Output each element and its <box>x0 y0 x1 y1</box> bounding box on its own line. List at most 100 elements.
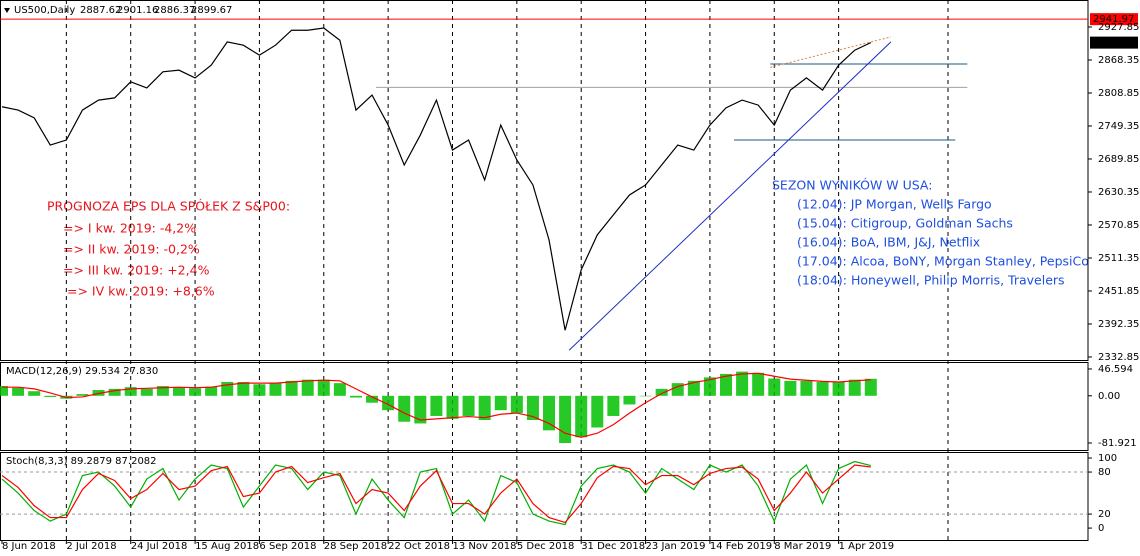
menu-arrow <box>4 8 10 13</box>
histogram-bar <box>189 388 202 396</box>
histogram-bar <box>253 384 266 396</box>
close: 2899.67 <box>191 5 232 16</box>
histogram-bar <box>832 381 845 396</box>
histogram-bar <box>784 380 797 396</box>
histogram-bar <box>559 395 572 444</box>
histogram-bar <box>768 378 781 396</box>
histogram-bar <box>0 386 8 396</box>
histogram-bar <box>28 391 41 396</box>
x-tick-label: 22 Oct 2018 <box>388 541 450 552</box>
y-tick-label: 2511.35 <box>1098 253 1139 264</box>
histogram-bar <box>140 388 153 396</box>
histogram-bar <box>494 395 507 411</box>
histogram-bar <box>237 381 250 396</box>
histogram-bar <box>285 380 298 396</box>
oscillator-line <box>1 464 871 524</box>
y-tick-label: 0 <box>1098 523 1104 534</box>
x-tick-label: 8 Jun 2018 <box>2 541 56 552</box>
panel-frame <box>0 362 1089 451</box>
histogram-bar <box>575 395 588 438</box>
y-tick-label: 2392.35 <box>1098 319 1139 330</box>
x-tick-label: 5 Dec 2018 <box>517 541 575 552</box>
histogram-bar <box>687 380 700 396</box>
panel-frame <box>0 0 1089 361</box>
signal-line <box>2 372 871 438</box>
histogram-bar <box>848 379 861 396</box>
header: US500,Daily 2887.62 2901.16 2886.37 2899… <box>4 5 232 16</box>
x-tick-label: 2 Jul 2018 <box>66 541 116 552</box>
histogram-bar <box>12 387 25 396</box>
panel-frame <box>0 452 1089 541</box>
histogram-bar <box>446 395 459 419</box>
histogram-bar <box>398 395 411 422</box>
season-title: SEZON WYNIKÓW W USA: <box>772 178 932 193</box>
high: 2901.16 <box>117 5 158 16</box>
drawn-line <box>568 41 892 351</box>
y-tick-label: 46.594 <box>1098 364 1133 375</box>
histogram-bar <box>816 381 829 396</box>
x-tick-label: 28 Sep 2018 <box>324 541 387 552</box>
histogram-bar <box>172 387 185 396</box>
histogram-bar <box>703 377 716 396</box>
x-tick-label: 31 Dec 2018 <box>581 541 645 552</box>
y-tick-label: 100 <box>1098 453 1117 464</box>
histogram-bar <box>655 388 668 396</box>
x-tick-label: 13 Nov 2018 <box>452 541 516 552</box>
histogram-bar <box>591 395 604 428</box>
level-box <box>1090 13 1138 26</box>
histogram-bar <box>156 386 169 396</box>
histogram-bar <box>269 383 282 396</box>
histogram-bar <box>526 395 539 420</box>
histogram-bar <box>333 383 346 396</box>
y-tick-label: 2749.35 <box>1098 121 1139 132</box>
histogram-bar <box>414 395 427 424</box>
season-line: (15.04): Citigroup, Goldman Sachs <box>797 216 1013 231</box>
level-label: 2941.97 <box>1093 14 1134 25</box>
histogram-bar <box>478 395 491 420</box>
histogram-bar <box>124 387 137 396</box>
y-tick-label: 2927.85 <box>1098 22 1139 33</box>
y-tick-label: 20 <box>1098 509 1111 520</box>
price-label: 2899.67 <box>1093 38 1134 49</box>
y-tick-label: 2630.35 <box>1098 187 1139 198</box>
x-tick-label: 6 Sep 2018 <box>259 541 316 552</box>
eps-line: => II kw. 2019: -0,2% <box>63 242 200 257</box>
histogram-bar <box>639 395 652 397</box>
histogram-bar <box>462 395 475 416</box>
histogram-bar <box>752 372 765 396</box>
histogram-bar <box>317 379 330 396</box>
symbol: US500,Daily <box>14 5 75 16</box>
x-tick-label: 8 Mar 2019 <box>774 541 831 552</box>
x-tick-label: 24 Jul 2018 <box>131 541 188 552</box>
histogram-bar <box>108 388 121 396</box>
eps-line: => IV kw. 2019: +8,6% <box>67 284 215 299</box>
y-tick-label: -81.921 <box>1098 438 1137 449</box>
drawn-line <box>770 36 892 68</box>
histogram-bar <box>720 373 732 396</box>
x-tick-label: 15 Aug 2018 <box>195 541 259 552</box>
x-tick-label: 14 Feb 2019 <box>710 541 772 552</box>
x-tick-label: 23 Jan 2019 <box>646 541 706 552</box>
indicator-title: Stoch(8,3,3) 89.2879 87.2082 <box>6 456 157 467</box>
histogram-bar <box>510 395 523 414</box>
histogram-bar <box>430 395 443 416</box>
histogram-bar <box>44 395 57 397</box>
y-tick-label: 0.00 <box>1098 391 1120 402</box>
eps-line: => III kw. 2019: +2,4% <box>63 263 210 278</box>
histogram-bar <box>543 395 556 431</box>
season-line: (17.04): Alcoa, BoNY, Morgan Stanley, Pe… <box>797 254 1089 269</box>
histogram-bar <box>366 395 379 403</box>
histogram-bar <box>301 379 314 396</box>
low: 2886.37 <box>154 5 195 16</box>
indicator-title: MACD(12,26,9) 29.534 27.830 <box>6 366 158 377</box>
histogram-bar <box>349 395 362 398</box>
histogram-bar <box>76 394 89 396</box>
eps-annotation: PROGNOZA EPS DLA SPÓŁEK Z S&P00: => I kw… <box>47 199 290 299</box>
y-tick-label: 2451.85 <box>1098 286 1139 297</box>
season-line: (12.04): JP Morgan, Wells Fargo <box>797 197 992 212</box>
histogram-bar <box>864 378 877 396</box>
y-tick-label: 2808.85 <box>1098 88 1139 99</box>
x-tick-label: 1 Apr 2019 <box>839 541 894 552</box>
